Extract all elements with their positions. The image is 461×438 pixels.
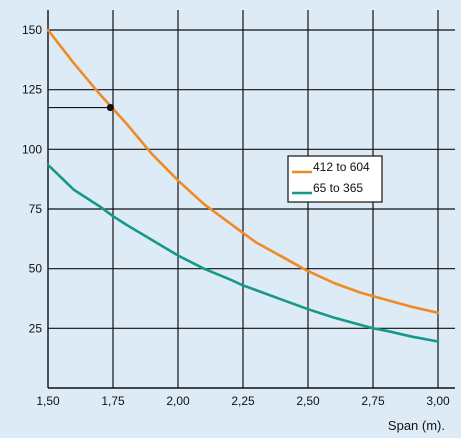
y-tick-label: 25 [29,321,43,335]
legend-label: 65 to 365 [313,181,363,195]
x-tick-label: 2,25 [231,394,255,408]
axes: 1,50 1,75 2,00 2,25 2,50 2,75 3,00 25 50 75 100 125… [22,10,455,408]
y-tick-label: 75 [29,202,43,216]
y-tick-label: 125 [22,83,42,97]
y-tick-label: 150 [22,23,42,37]
x-tick-label: 2,50 [296,394,320,408]
x-tick-label: 3,00 [426,394,450,408]
legend-box [287,155,383,203]
x-tick-label: 2,75 [361,394,385,408]
y-tick-label: 100 [22,142,42,156]
legend-label: 412 to 604 [313,160,370,174]
x-tick-label: 2,00 [166,394,190,408]
annotation [48,103,114,112]
x-axis-label: Span (m). [388,418,445,433]
series-line-2 [46,163,440,343]
x-tick-label: 1,50 [36,394,60,408]
x-tick-label: 1,75 [101,394,125,408]
annotation-point [106,103,114,112]
legend: 412 to 604 65 to 365 [287,155,383,203]
y-tick-label: 50 [29,262,43,276]
